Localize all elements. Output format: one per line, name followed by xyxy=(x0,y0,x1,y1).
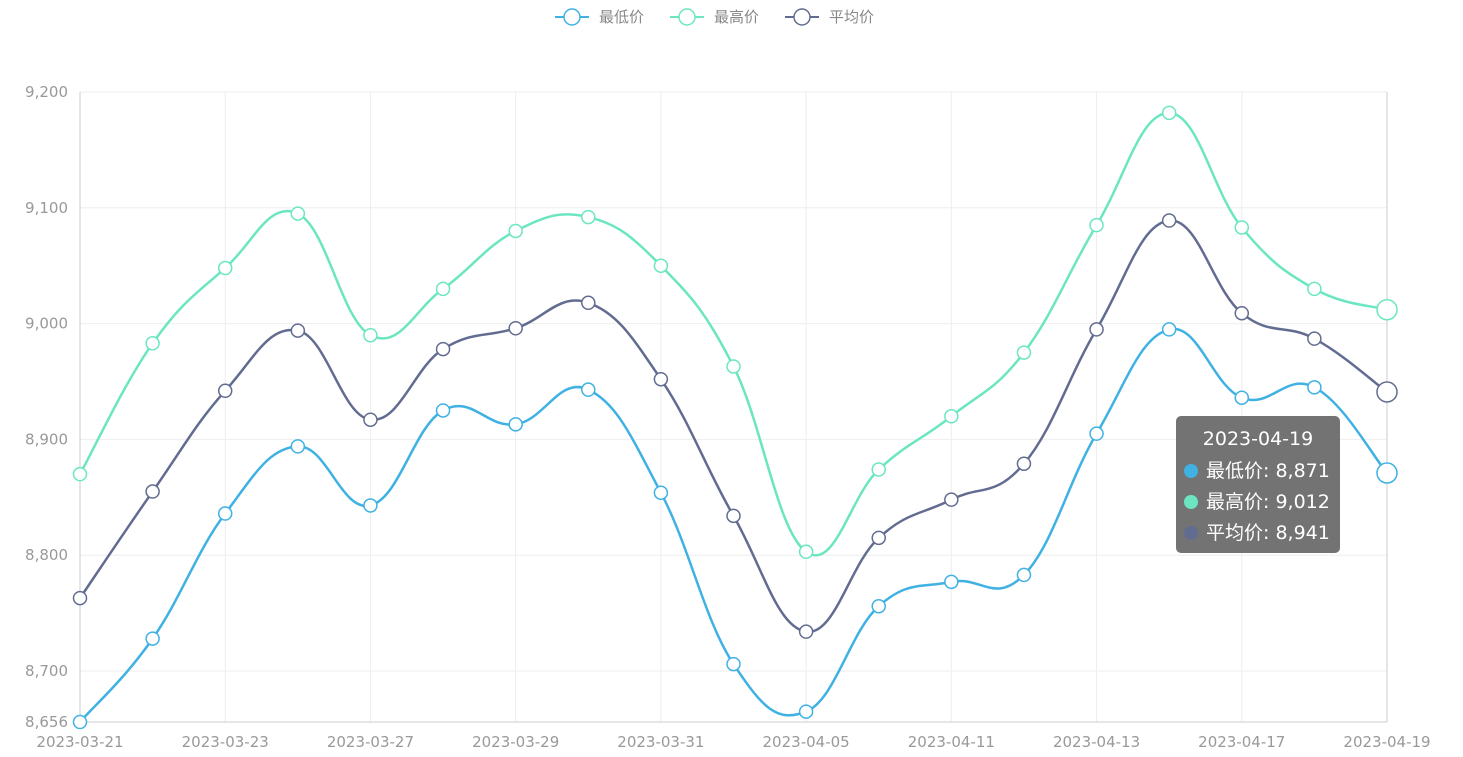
y-tick-label: 8,800 xyxy=(25,546,68,564)
grid-lines xyxy=(79,91,1388,723)
data-point-avg[interactable] xyxy=(1089,322,1104,337)
data-point-avg[interactable] xyxy=(508,321,523,336)
data-point-min[interactable] xyxy=(1016,567,1032,583)
data-point-min[interactable] xyxy=(1234,390,1250,405)
legend[interactable]: 最低价 最高价 平均价 xyxy=(555,8,874,26)
data-point-avg[interactable] xyxy=(1376,381,1398,403)
data-point-max[interactable] xyxy=(1234,220,1250,235)
tooltip-dot-avg xyxy=(1184,526,1198,540)
data-point-min[interactable] xyxy=(653,485,669,500)
tooltip-dot-max xyxy=(1184,495,1198,509)
data-point-max[interactable] xyxy=(871,462,886,477)
x-tick-label: 2023-03-27 xyxy=(327,733,414,751)
tooltip-dot-min xyxy=(1184,464,1198,478)
data-point-avg[interactable] xyxy=(798,624,814,639)
data-point-max[interactable] xyxy=(1089,217,1104,233)
data-point-avg[interactable] xyxy=(581,295,596,311)
legend-item-min[interactable]: 最低价 xyxy=(555,8,644,26)
data-point-min[interactable] xyxy=(217,506,233,521)
data-point-max[interactable] xyxy=(363,327,378,343)
data-point-avg[interactable] xyxy=(944,492,959,507)
data-point-max[interactable] xyxy=(1307,281,1322,297)
data-point-avg[interactable] xyxy=(871,530,886,546)
tooltip-text-min: 最低价: 8,871 xyxy=(1206,460,1330,482)
tooltip-row-max: 最高价: 9,012 xyxy=(1184,487,1332,518)
data-point-avg[interactable] xyxy=(72,590,88,606)
legend-marker-icon xyxy=(563,8,581,26)
x-tick-label: 2023-04-13 xyxy=(1053,733,1140,751)
tooltip-text-max: 最高价: 9,012 xyxy=(1206,491,1330,513)
legend-label: 平均价 xyxy=(829,8,874,26)
legend-label: 最高价 xyxy=(714,8,759,26)
data-point-max[interactable] xyxy=(508,223,523,239)
data-point-min[interactable] xyxy=(363,498,378,513)
data-point-avg[interactable] xyxy=(1161,213,1177,228)
data-point-avg[interactable] xyxy=(217,383,233,399)
data-point-max[interactable] xyxy=(1161,105,1177,121)
data-point-max[interactable] xyxy=(798,544,814,560)
data-point-min[interactable] xyxy=(944,574,959,590)
tooltip: 2023-04-19 最低价: 8,871 最高价: 9,012 平均价: 8,… xyxy=(1176,416,1340,553)
data-point-avg[interactable] xyxy=(145,484,160,499)
y-tick-label: 9,100 xyxy=(25,199,68,217)
x-tick-label: 2023-04-11 xyxy=(908,733,995,751)
x-tick-label: 2023-03-21 xyxy=(36,733,123,751)
data-point-min[interactable] xyxy=(798,704,814,719)
data-point-min[interactable] xyxy=(1089,426,1104,441)
data-point-avg[interactable] xyxy=(726,508,741,524)
data-point-min[interactable] xyxy=(581,382,596,397)
data-point-avg[interactable] xyxy=(290,323,306,338)
data-point-avg[interactable] xyxy=(363,412,378,427)
tooltip-row-avg: 平均价: 8,941 xyxy=(1184,518,1332,549)
data-point-avg[interactable] xyxy=(653,371,669,387)
x-tick-label: 2023-04-17 xyxy=(1198,733,1285,751)
data-point-max[interactable] xyxy=(1376,298,1398,321)
data-point-max[interactable] xyxy=(435,281,451,297)
x-tick-label: 2023-04-19 xyxy=(1343,733,1430,751)
data-point-max[interactable] xyxy=(290,206,306,221)
data-point-min[interactable] xyxy=(435,403,451,418)
data-point-avg[interactable] xyxy=(435,341,451,357)
tooltip-text-avg: 平均价: 8,941 xyxy=(1206,522,1330,544)
data-point-min[interactable] xyxy=(1161,322,1177,337)
data-point-min[interactable] xyxy=(290,439,306,454)
x-tick-label: 2023-03-23 xyxy=(182,733,269,751)
data-point-max[interactable] xyxy=(726,359,741,374)
y-tick-label: 8,900 xyxy=(25,430,68,448)
x-tick-label: 2023-04-05 xyxy=(763,733,850,751)
axes: 9,200 9,100 9,000 8,900 8,800 8,700 8,656 2023-… xyxy=(25,83,1431,751)
data-point-max[interactable] xyxy=(581,209,596,225)
data-point-min[interactable] xyxy=(726,656,741,672)
data-point-min[interactable] xyxy=(871,598,886,614)
tooltip-row-min: 最低价: 8,871 xyxy=(1184,456,1332,487)
data-point-avg[interactable] xyxy=(1016,456,1032,471)
data-point-min[interactable] xyxy=(145,631,160,646)
tooltip-date: 2023-04-19 xyxy=(1202,428,1314,450)
legend-marker-icon xyxy=(678,8,696,26)
data-point-avg[interactable] xyxy=(1307,331,1322,346)
data-point-max[interactable] xyxy=(1016,345,1032,360)
data-point-min[interactable] xyxy=(1307,380,1322,395)
data-point-min[interactable] xyxy=(72,714,88,730)
legend-item-max[interactable]: 最高价 xyxy=(670,8,759,26)
x-tick-label: 2023-03-29 xyxy=(472,733,559,751)
data-point-max[interactable] xyxy=(944,409,959,424)
legend-item-avg[interactable]: 平均价 xyxy=(785,8,874,26)
data-point-min[interactable] xyxy=(1376,462,1398,484)
y-tick-label: 9,000 xyxy=(25,315,68,333)
series-lines xyxy=(72,105,1398,730)
data-point-max[interactable] xyxy=(653,258,669,273)
data-point-max[interactable] xyxy=(217,260,233,276)
data-point-min[interactable] xyxy=(508,417,523,432)
data-point-max[interactable] xyxy=(145,336,160,351)
data-point-avg[interactable] xyxy=(1234,305,1250,321)
y-tick-label: 9,200 xyxy=(25,83,68,101)
y-tick-label: 8,656 xyxy=(25,713,68,731)
y-tick-label: 8,700 xyxy=(25,662,68,680)
data-point-max[interactable] xyxy=(72,466,88,482)
x-tick-label: 2023-03-31 xyxy=(617,733,704,751)
legend-marker-icon xyxy=(793,8,811,26)
legend-label: 最低价 xyxy=(599,8,644,26)
